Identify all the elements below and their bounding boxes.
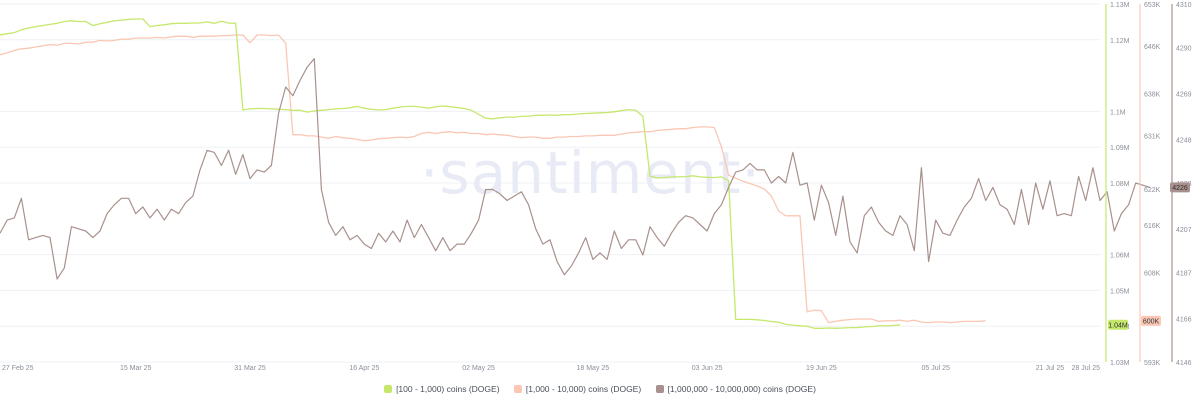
y-tick-label-2-6: 608K xyxy=(1144,271,1161,278)
y-tick-label-2-5: 616K xyxy=(1144,223,1161,230)
y-tick-label-1-3: 1.09M xyxy=(1110,145,1130,152)
y-tick-label-2-2: 638K xyxy=(1144,92,1161,99)
legend-item-series-3[interactable]: [1,000,000 - 10,000,000) coins (DOGE) xyxy=(655,384,816,394)
last-value-badge-1 xyxy=(1108,319,1128,330)
legend-label-series-3: [1,000,000 - 10,000,000) coins (DOGE) xyxy=(667,384,816,394)
x-tick-label-8: 05 Jul 25 xyxy=(922,365,951,372)
y-tick-label-3-3: 4248 xyxy=(1176,137,1192,144)
legend-item-series-1[interactable]: [100 - 1,000) coins (DOGE) xyxy=(384,384,500,394)
last-value-badge-3 xyxy=(1170,182,1190,193)
santiment-watermark: ·santiment· xyxy=(420,139,761,207)
x-tick-label-6: 03 Jun 25 xyxy=(692,365,723,372)
x-axis: 27 Feb 25 15 Mar 25 31 Mar 25 16 Apr 25 02 M… xyxy=(2,365,1100,372)
y-tick-label-1-2: 1.1M xyxy=(1110,109,1126,116)
last-value-badge-2 xyxy=(1141,315,1161,326)
y-axes: 1.13M 1.12M 1.1M 1.09M 1.08M 1.06M 1.05M 1.04M 1… xyxy=(1105,2,1192,367)
legend-label-series-2: [1,000 - 10,000) coins (DOGE) xyxy=(525,384,642,394)
y-tick-label-1-5: 1.06M xyxy=(1110,253,1130,260)
y-tick-label-3-0: 4310 xyxy=(1176,2,1192,9)
y-tick-label-3-1: 4290 xyxy=(1176,46,1192,53)
x-tick-label-2: 31 Mar 25 xyxy=(234,365,266,372)
series-line-3 xyxy=(0,57,1151,280)
legend-item-series-2[interactable]: [1,000 - 10,000) coins (DOGE) xyxy=(513,384,642,394)
y-tick-label-2-0: 653K xyxy=(1144,2,1161,9)
x-tick-label-3: 16 Apr 25 xyxy=(349,365,379,372)
last-value-label-2: 600K xyxy=(1143,318,1160,325)
y-tick-label-1-6: 1.05M xyxy=(1110,288,1130,295)
y-tick-label-2-4: 622K xyxy=(1144,187,1161,194)
y-tick-label-1-1: 1.12M xyxy=(1110,38,1130,45)
last-value-label-1: 1.04M xyxy=(1108,322,1128,329)
x-tick-label-7: 19 Jun 25 xyxy=(806,365,837,372)
x-tick-label-4: 02 May 25 xyxy=(462,365,495,372)
legend-label-series-1: [100 - 1,000) coins (DOGE) xyxy=(396,384,500,394)
series-layer xyxy=(0,18,1151,329)
x-tick-label-10: 28 Jul 25 xyxy=(1072,365,1101,372)
y-tick-label-2-3: 631K xyxy=(1144,133,1161,140)
legend-swatch-series-2 xyxy=(513,385,522,393)
series-line-2 xyxy=(0,34,986,324)
y-tick-label-3-7: 4166 xyxy=(1176,316,1192,323)
series-line-1 xyxy=(0,18,901,329)
y-tick-label-1-8: 1.03M xyxy=(1110,360,1130,367)
x-tick-label-5: 18 May 25 xyxy=(577,365,610,372)
x-tick-label-1: 15 Mar 25 xyxy=(120,365,152,372)
legend-swatch-series-1 xyxy=(384,385,393,393)
legend-swatch-series-3 xyxy=(655,385,664,393)
x-tick-label-0: 27 Feb 25 xyxy=(2,365,34,372)
y-tick-label-2-1: 646K xyxy=(1144,44,1161,51)
y-tick-label-3-8: 4146 xyxy=(1176,360,1192,367)
y-tick-label-1-0: 1.13M xyxy=(1110,2,1130,9)
y-tick-label-3-5: 4207 xyxy=(1176,227,1192,234)
y-tick-label-2-7: 593K xyxy=(1144,360,1161,367)
legend: [100 - 1,000) coins (DOGE) [1,000 - 10,0… xyxy=(0,384,1200,395)
grid-lines xyxy=(0,3,1100,363)
y-tick-label-1-4: 1.08M xyxy=(1110,181,1130,188)
y-tick-label-3-6: 4187 xyxy=(1176,271,1192,278)
y-tick-label-3-2: 4269 xyxy=(1176,92,1192,99)
last-value-label-3: 4226 xyxy=(1172,185,1188,192)
x-tick-label-9: 21 Jul 25 xyxy=(1036,365,1065,372)
